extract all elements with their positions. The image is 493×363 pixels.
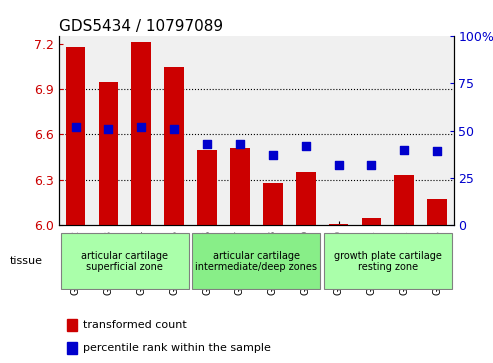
Text: percentile rank within the sample: percentile rank within the sample <box>83 343 271 353</box>
Point <box>269 152 277 158</box>
Text: tissue: tissue <box>10 256 43 266</box>
Point <box>433 148 441 154</box>
Bar <box>361 217 381 225</box>
Point <box>138 124 145 130</box>
Point <box>367 162 375 168</box>
Point <box>302 143 310 149</box>
Bar <box>197 150 217 225</box>
Point <box>400 147 408 152</box>
Text: transformed count: transformed count <box>83 320 186 330</box>
Text: articular cartilage
superficial zone: articular cartilage superficial zone <box>81 250 169 272</box>
Bar <box>263 183 282 225</box>
Bar <box>132 42 151 225</box>
Point <box>170 126 178 132</box>
FancyBboxPatch shape <box>324 233 452 289</box>
Text: articular cartilage
intermediate/deep zones: articular cartilage intermediate/deep zo… <box>195 250 317 272</box>
Point <box>335 162 343 168</box>
Bar <box>67 342 77 354</box>
Bar <box>164 66 184 225</box>
Bar <box>329 224 349 225</box>
Bar <box>67 319 77 331</box>
Bar <box>230 148 250 225</box>
FancyBboxPatch shape <box>61 233 189 289</box>
Text: GDS5434 / 10797089: GDS5434 / 10797089 <box>59 19 223 34</box>
Bar <box>427 199 447 225</box>
Point <box>236 141 244 147</box>
Bar <box>394 175 414 225</box>
FancyBboxPatch shape <box>192 233 320 289</box>
Point <box>105 126 112 132</box>
Bar <box>99 82 118 225</box>
Text: growth plate cartilage
resting zone: growth plate cartilage resting zone <box>334 250 442 272</box>
Bar <box>66 47 85 225</box>
Point <box>203 141 211 147</box>
Bar <box>296 172 316 225</box>
Point <box>71 124 79 130</box>
